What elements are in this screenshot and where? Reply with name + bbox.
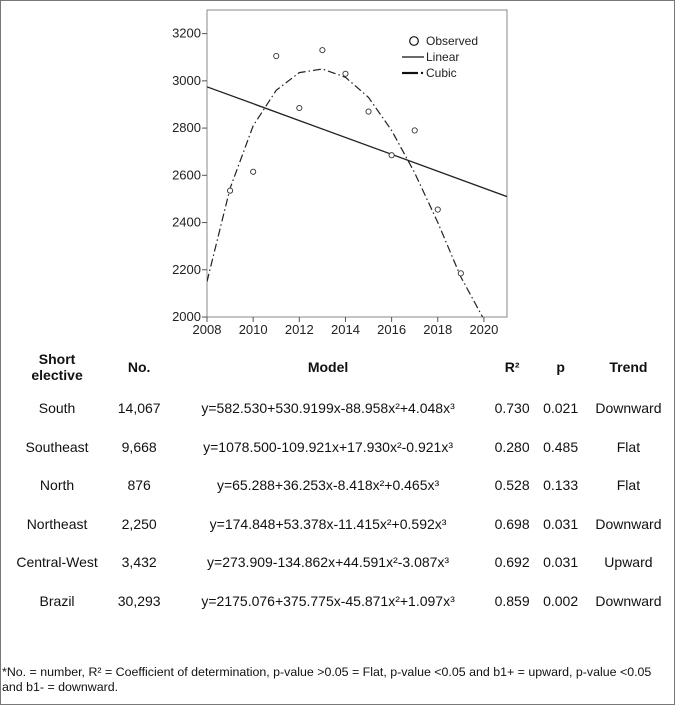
cell-trend: Downward: [595, 592, 662, 609]
x-tick-label: 2014: [331, 322, 360, 337]
plot-area-frame: [206, 9, 508, 318]
observed-point: [342, 70, 349, 77]
legend-cubic-dot: [420, 71, 424, 75]
header-region: Short elective: [4, 345, 110, 389]
cell-region: North: [39, 477, 75, 494]
cell-p: 0.021: [543, 400, 579, 417]
x-tick-label: 2020: [469, 322, 498, 337]
cell-r2: 0.692: [494, 554, 530, 571]
legend-label: Observed: [426, 34, 478, 48]
header-model: Model: [307, 359, 349, 375]
table-body: South 14,067 y=582.530+530.9199x-88.958x²+…: [4, 389, 672, 620]
header-r2: R²: [504, 359, 520, 375]
legend-observed-marker: [409, 36, 419, 46]
observed-point: [365, 108, 372, 115]
cell-p: 0.133: [543, 477, 579, 494]
legend-label: Linear: [426, 50, 459, 64]
table-row: Northeast 2,250 y=174.848+53.378x-11.415x²…: [4, 505, 672, 544]
y-tick-label: 3000: [172, 73, 201, 88]
table-footnote: *No. = number, R² = Coefficient of deter…: [2, 665, 652, 694]
cell-model: y=1078.500-109.921x+17.930x²-0.921x³: [203, 438, 453, 455]
observed-point: [250, 168, 257, 175]
cell-region: South: [38, 400, 76, 417]
cell-model: y=65.288+36.253x-8.418x²+0.465x³: [216, 477, 440, 494]
cell-p: 0.485: [543, 438, 579, 455]
cubic-fit-line: [207, 68, 484, 317]
observed-point: [457, 270, 464, 277]
observed-point: [273, 53, 280, 60]
table-row: North 876 y=65.288+36.253x-8.418x²+0.465x³…: [4, 466, 672, 505]
cell-no: 30,293: [117, 592, 161, 609]
x-tick-label: 2012: [285, 322, 314, 337]
observed-point: [319, 47, 326, 54]
cell-p: 0.002: [543, 592, 579, 609]
cell-model: y=2175.076+375.775x-45.871x²+1.097x³: [201, 592, 455, 609]
cell-no: 876: [127, 477, 151, 494]
y-tick-label: 2400: [172, 215, 201, 230]
cell-r2: 0.280: [494, 438, 530, 455]
cell-trend: Flat: [616, 477, 641, 494]
observed-point: [434, 206, 441, 213]
observed-point: [227, 187, 234, 194]
table-row: Central-West 3,432 y=273.909-134.862x+44.5…: [4, 543, 672, 582]
cell-trend: Upward: [604, 554, 653, 571]
cell-region: Northeast: [26, 515, 88, 532]
cell-r2: 0.859: [494, 592, 530, 609]
linear-fit-line: [207, 86, 507, 198]
cell-model: y=273.909-134.862x+44.591x²-3.087x³: [207, 554, 450, 571]
cell-r2: 0.698: [494, 515, 530, 532]
trend-chart: 2008 2010 2012 2014 2016 2018 2020 2000 2200 2400…: [172, 9, 508, 337]
cell-trend: Downward: [595, 515, 662, 532]
x-tick-label: 2008: [193, 322, 222, 337]
results-table: Short elective No. Model R² p Trend South…: [4, 345, 672, 620]
cell-model: y=582.530+530.9199x-88.958x²+4.048x³: [201, 400, 455, 417]
header-trend: Trend: [609, 359, 648, 375]
observed-point: [411, 127, 418, 134]
cell-p: 0.031: [543, 515, 579, 532]
cell-region: Central-West: [16, 554, 98, 571]
cell-r2: 0.730: [494, 400, 530, 417]
cell-no: 9,668: [121, 438, 157, 455]
y-tick-label: 2200: [172, 262, 201, 277]
x-tick-label: 2010: [239, 322, 268, 337]
observed-point: [388, 152, 395, 159]
cell-no: 2,250: [121, 515, 157, 532]
y-tick-label: 3200: [172, 26, 201, 41]
cell-trend: Flat: [616, 438, 641, 455]
cell-region: Southeast: [25, 438, 89, 455]
x-tick-label: 2018: [423, 322, 452, 337]
header-region-line2: elective: [31, 367, 83, 383]
cell-region: Brazil: [39, 592, 75, 609]
y-tick-label: 2600: [172, 167, 201, 182]
cell-model: y=174.848+53.378x-11.415x²+0.592x³: [209, 515, 447, 532]
cell-trend: Downward: [595, 400, 662, 417]
y-tick-label: 2000: [172, 309, 201, 324]
y-tick-label: 2800: [172, 120, 201, 135]
observed-point: [296, 104, 303, 112]
cell-r2: 0.528: [494, 477, 530, 494]
cell-p: 0.031: [543, 554, 579, 571]
header-p: p: [556, 359, 565, 375]
table-row: South 14,067 y=582.530+530.9199x-88.958x²+…: [4, 389, 672, 428]
header-region-line1: Short: [38, 351, 76, 367]
legend-label: Cubic: [426, 66, 457, 80]
cell-no: 14,067: [117, 400, 161, 417]
table-row: Southeast 9,668 y=1078.500-109.921x+17.930…: [4, 428, 672, 467]
table-row: Brazil 30,293 y=2175.076+375.775x-45.871x²…: [4, 582, 672, 621]
x-tick-label: 2016: [377, 322, 406, 337]
table-header-row: Short elective No. Model R² p Trend: [4, 345, 672, 389]
header-no: No.: [127, 359, 151, 375]
cell-no: 3,432: [121, 554, 157, 571]
